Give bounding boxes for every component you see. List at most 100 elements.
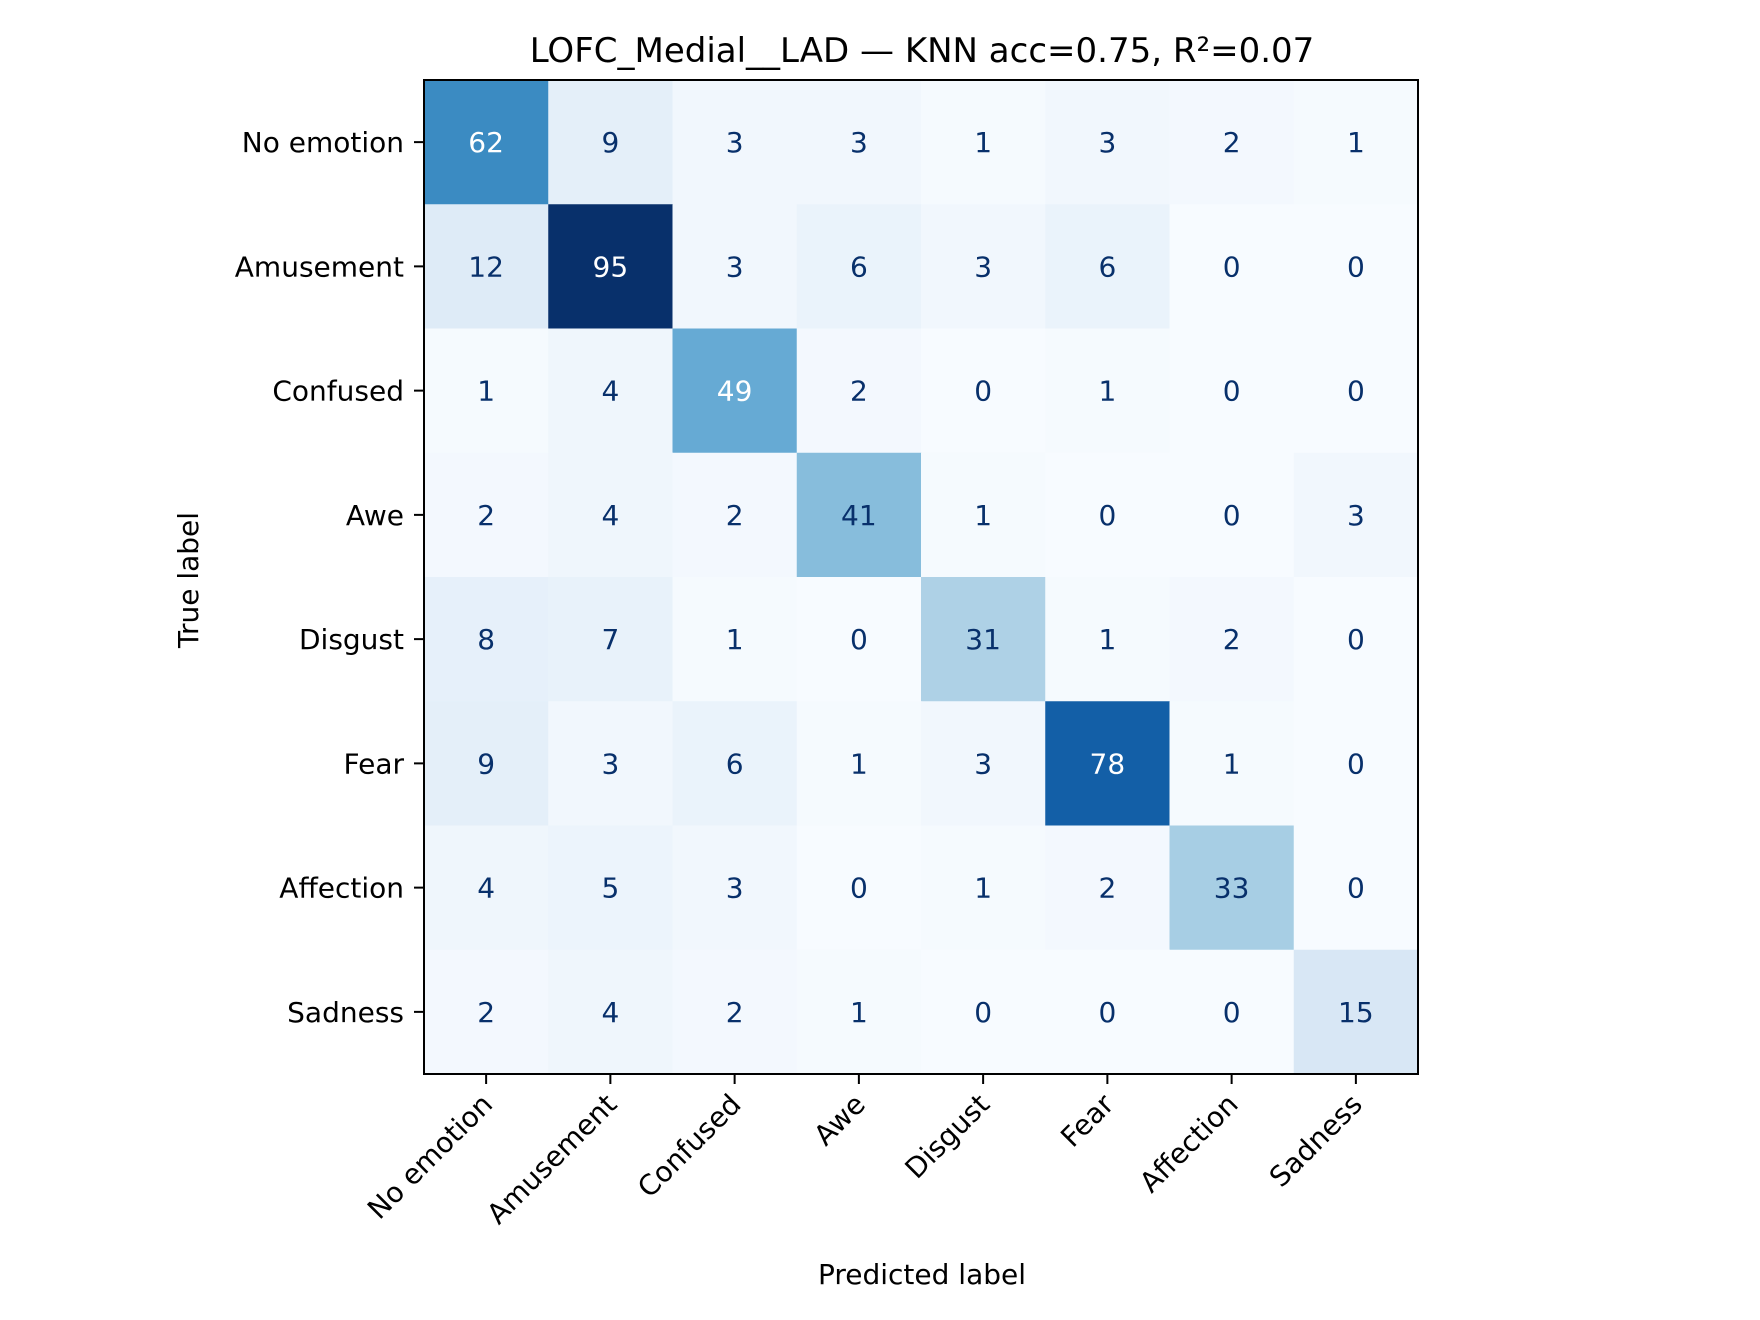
x-tick-label: Sadness	[1263, 1088, 1369, 1194]
heatmap-cell	[548, 80, 673, 205]
heatmap-cell	[1169, 701, 1295, 826]
heatmap-cell	[1045, 825, 1170, 951]
heatmap-cell	[1045, 80, 1170, 205]
x-tick-label: Fear	[1054, 1087, 1120, 1153]
cell-value-label: 0	[1347, 872, 1365, 905]
heatmap-cell	[921, 80, 1046, 205]
heatmap-cell	[796, 204, 922, 329]
heatmap-cell	[672, 204, 798, 329]
cell-value-label: 3	[601, 747, 619, 780]
heatmap-cell	[1293, 577, 1419, 702]
cell-value-label: 3	[726, 126, 744, 159]
cell-value-label: 41	[841, 499, 877, 532]
cell-value-label: 4	[601, 499, 619, 532]
heatmap-cell	[548, 452, 673, 578]
heatmap-cell	[424, 701, 549, 826]
heatmap-cell	[796, 577, 922, 702]
cell-value-label: 3	[974, 747, 992, 780]
heatmap-cell	[921, 452, 1046, 578]
cell-value-label: 1	[974, 499, 992, 532]
heatmap-cell	[1169, 577, 1295, 702]
heatmap-cell	[424, 204, 549, 329]
x-tick-label: Awe	[807, 1088, 871, 1152]
cell-value-label: 0	[974, 996, 992, 1029]
cell-value-label: 8	[477, 623, 495, 656]
x-tick-label: Amusement	[480, 1088, 623, 1231]
x-tick-label: No emotion	[361, 1088, 499, 1226]
y-tick-label: Confused	[272, 375, 404, 408]
heatmap-cell	[424, 452, 549, 578]
y-axis-label: True label	[172, 512, 205, 649]
heatmap-cell	[1169, 328, 1295, 454]
cell-value-label: 1	[974, 872, 992, 905]
cell-value-label: 2	[477, 996, 495, 1029]
cell-value-label: 33	[1214, 872, 1250, 905]
cell-value-label: 6	[726, 747, 744, 780]
cell-value-label: 4	[601, 996, 619, 1029]
heatmap-cell	[672, 328, 798, 454]
heatmap-cell	[921, 204, 1046, 329]
heatmap-cell	[548, 328, 673, 454]
heatmap-cell	[548, 949, 673, 1075]
cell-value-label: 0	[1347, 375, 1365, 408]
cell-value-label: 62	[468, 126, 504, 159]
heatmap-cell	[424, 80, 549, 205]
cell-value-label: 0	[850, 623, 868, 656]
cell-value-label: 4	[477, 872, 495, 905]
matrix-cell-labels: 62 9 3 3 1 3 2 112 95 3 6 3 6 0 01 4 49 2 0 1 0 02 4 2 41 1 0 0 38 7 1…	[468, 126, 1373, 1029]
cell-value-label: 1	[1098, 375, 1116, 408]
heatmap-cell	[1169, 80, 1295, 205]
matrix-cells	[424, 80, 1419, 1075]
heatmap-cell	[548, 825, 673, 951]
cell-value-label: 6	[1098, 250, 1116, 283]
cell-value-label: 3	[850, 126, 868, 159]
y-axis-ticks: No emotion Amusement Confused Awe Disgust Fea…	[235, 126, 424, 1029]
heatmap-cell	[548, 577, 673, 702]
heatmap-cell	[921, 701, 1046, 826]
cell-value-label: 9	[601, 126, 619, 159]
cell-value-label: 0	[1223, 375, 1241, 408]
heatmap-cell	[548, 701, 673, 826]
cell-value-label: 7	[601, 623, 619, 656]
heatmap-cell	[1169, 204, 1295, 329]
cell-value-label: 2	[1223, 126, 1241, 159]
x-tick-label: Confused	[631, 1088, 747, 1204]
heatmap-cell	[1293, 949, 1419, 1075]
cell-value-label: 12	[468, 250, 504, 283]
y-tick-label: Disgust	[299, 623, 404, 656]
cell-value-label: 31	[965, 623, 1001, 656]
chart-title: LOFC_Medial__LAD — KNN acc=0.75, R²=0.07	[530, 31, 1315, 71]
y-tick-label: Amusement	[235, 250, 404, 283]
heatmap-cell	[921, 825, 1046, 951]
cell-value-label: 3	[726, 872, 744, 905]
cell-value-label: 1	[1347, 126, 1365, 159]
cell-value-label: 15	[1338, 996, 1374, 1029]
cell-value-label: 0	[1098, 499, 1116, 532]
heatmap-cell	[1045, 204, 1170, 329]
heatmap-cell	[1045, 577, 1170, 702]
heatmap-cell	[424, 328, 549, 454]
cell-value-label: 78	[1090, 747, 1126, 780]
cell-value-label: 1	[477, 375, 495, 408]
cell-value-label: 5	[601, 872, 619, 905]
cell-value-label: 1	[1098, 623, 1116, 656]
heatmap-cell	[796, 825, 922, 951]
cell-value-label: 4	[601, 375, 619, 408]
cell-value-label: 2	[850, 375, 868, 408]
cell-value-label: 1	[850, 996, 868, 1029]
heatmap-cell	[921, 328, 1046, 454]
cell-value-label: 0	[1098, 996, 1116, 1029]
heatmap-cell	[672, 452, 798, 578]
cell-value-label: 2	[477, 499, 495, 532]
y-tick-label: Affection	[279, 872, 404, 905]
heatmap-cell	[1293, 701, 1419, 826]
heatmap-cell	[548, 204, 673, 329]
heatmap-cell	[1045, 701, 1170, 826]
heatmap-cell	[1045, 452, 1170, 578]
y-tick-label: Sadness	[287, 996, 404, 1029]
cell-value-label: 6	[850, 250, 868, 283]
cell-value-label: 2	[726, 499, 744, 532]
cell-value-label: 2	[1098, 872, 1116, 905]
heatmap-cell	[1045, 328, 1170, 454]
